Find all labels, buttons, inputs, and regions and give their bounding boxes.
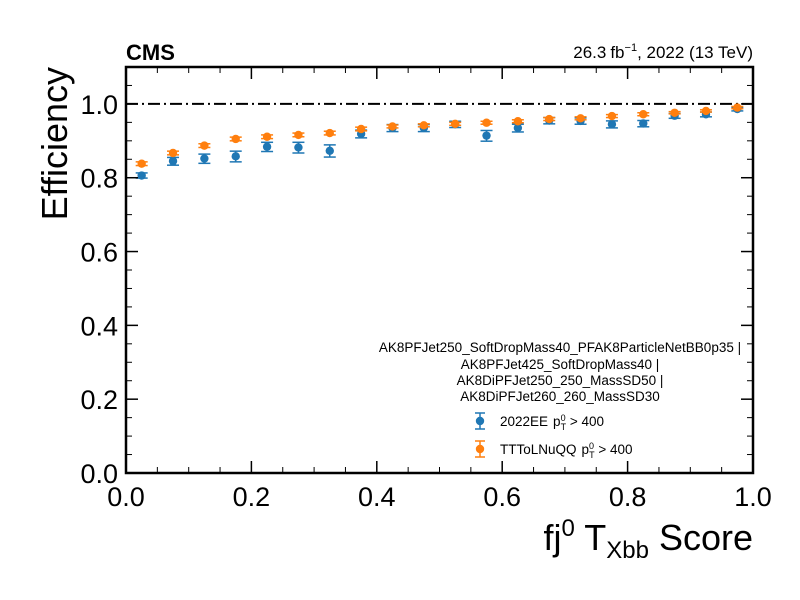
data-point-2022EE-1 xyxy=(168,156,178,166)
luminosity-label: 26.3 fb−1, 2022 (13 TeV) xyxy=(573,42,753,62)
data-point-TTToLNuQQ-7 xyxy=(356,124,366,134)
data-point-TTToLNuQQ-16 xyxy=(639,110,648,119)
data-point-TTToLNuQQ-8 xyxy=(388,122,397,131)
lumi-unit: fb xyxy=(610,43,624,62)
legend-entry-2022EE-name: 2022EE xyxy=(500,414,548,429)
legend-marker-2022EE xyxy=(475,412,485,430)
data-point-TTToLNuQQ-6 xyxy=(325,128,334,138)
y-tick-label-0: 0.0 xyxy=(80,459,118,489)
data-point-2022EE-5 xyxy=(294,143,303,152)
data-point-2022EE-3 xyxy=(231,152,240,161)
lumi-value: 26.3 xyxy=(573,43,606,62)
data-point-TTToLNuQQ-11 xyxy=(482,118,491,127)
legend-title-line-3: AK8DiPFJet250_250_MassSD50 | xyxy=(457,373,664,388)
data-point-2022EE-2 xyxy=(200,154,209,163)
experiment-label: CMS xyxy=(126,40,175,65)
data-point-TTToLNuQQ-1 xyxy=(168,148,178,158)
x-axis-title-end: Score xyxy=(649,517,753,558)
x-axis-title-base: fj xyxy=(544,517,562,558)
x-axis-title: fj0 TXbb Score xyxy=(544,515,753,564)
data-point-TTToLNuQQ-10 xyxy=(450,119,460,129)
x-axis-title-sub: Xbb xyxy=(606,537,649,564)
y-tick-label-2: 0.4 xyxy=(80,311,118,341)
data-point-TTToLNuQQ-19 xyxy=(733,103,742,112)
x-tick-label-4: 0.8 xyxy=(609,482,647,512)
data-point-2022EE-6 xyxy=(325,146,334,155)
data-point-TTToLNuQQ-9 xyxy=(419,121,429,130)
legend-entry-2022EE-cut: > 400 xyxy=(566,414,604,429)
legend-dot-TTToLNuQQ xyxy=(475,444,485,454)
y-tick-label-3: 0.6 xyxy=(80,238,118,268)
data-point-2022EE-15 xyxy=(607,120,617,129)
legend-marker-TTToLNuQQ xyxy=(475,440,485,458)
x-tick-label-0: 0.0 xyxy=(107,482,145,512)
x-tick-label-2: 0.4 xyxy=(358,482,396,512)
x-tick-label-5: 1.0 xyxy=(734,482,772,512)
legend-title-line-2: AK8PFJet425_SoftDropMass40 | xyxy=(461,357,660,372)
legend-entry-TTToLNuQQ-name: TTToLNuQQ xyxy=(500,442,577,457)
y-tick-label-1: 0.2 xyxy=(80,385,118,415)
axes-group xyxy=(124,65,755,475)
data-point-2022EE-0 xyxy=(137,171,146,180)
data-point-TTToLNuQQ-0 xyxy=(137,159,146,168)
y-axis-title: Efficiency xyxy=(34,67,75,220)
tick-labels-group: 0.0 0.2 0.4 0.6 0.8 1.0 0.0 0.2 0.4 0.6 0.8 1.0 xyxy=(80,90,771,512)
legend-entry-2022EE: 2022EE p0 T > 400 xyxy=(500,413,604,432)
series-TTToLNuQQ xyxy=(135,103,744,168)
data-point-TTToLNuQQ-2 xyxy=(200,141,209,150)
legend-entry-TTToLNuQQ-cut: > 400 xyxy=(595,442,633,457)
data-point-2022EE-4 xyxy=(262,142,272,151)
data-point-TTToLNuQQ-18 xyxy=(701,106,711,116)
x-axis-title-mid: T xyxy=(575,517,606,558)
data-point-2022EE-11 xyxy=(482,131,491,140)
data-point-TTToLNuQQ-13 xyxy=(545,114,554,124)
y-tick-label-5: 1.0 xyxy=(80,90,118,120)
legend-title-line-1: AK8PFJet250_SoftDropMass40_PFAK8Particle… xyxy=(379,340,741,355)
x-axis-title-sup: 0 xyxy=(562,515,575,542)
x-tick-label-3: 0.6 xyxy=(483,482,521,512)
data-point-TTToLNuQQ-3 xyxy=(231,134,240,144)
legend-title-line-4: AK8DiPFJet260_260_MassSD30 xyxy=(460,389,660,404)
data-point-TTToLNuQQ-14 xyxy=(576,114,585,123)
lumi-unit-exponent: −1 xyxy=(625,42,638,54)
data-point-2022EE-12 xyxy=(513,123,523,133)
lumi-run-info: , 2022 (13 TeV) xyxy=(637,43,753,62)
x-tick-label-1: 0.2 xyxy=(233,482,271,512)
data-point-TTToLNuQQ-5 xyxy=(294,130,303,140)
data-point-2022EE-16 xyxy=(639,119,648,128)
plot-frame xyxy=(124,65,755,475)
data-point-TTToLNuQQ-15 xyxy=(607,111,617,121)
y-tick-label-4: 0.8 xyxy=(80,164,118,194)
legend-entry-TTToLNuQQ: TTToLNuQQ p0 T > 400 xyxy=(500,441,632,460)
series-2022EE xyxy=(135,104,744,180)
series-group xyxy=(135,103,744,180)
data-point-TTToLNuQQ-4 xyxy=(262,132,272,141)
data-point-TTToLNuQQ-17 xyxy=(670,108,679,117)
data-point-TTToLNuQQ-12 xyxy=(513,117,523,126)
legend: AK8PFJet250_SoftDropMass40_PFAK8Particle… xyxy=(379,340,741,460)
legend-dot-2022EE xyxy=(475,416,485,426)
